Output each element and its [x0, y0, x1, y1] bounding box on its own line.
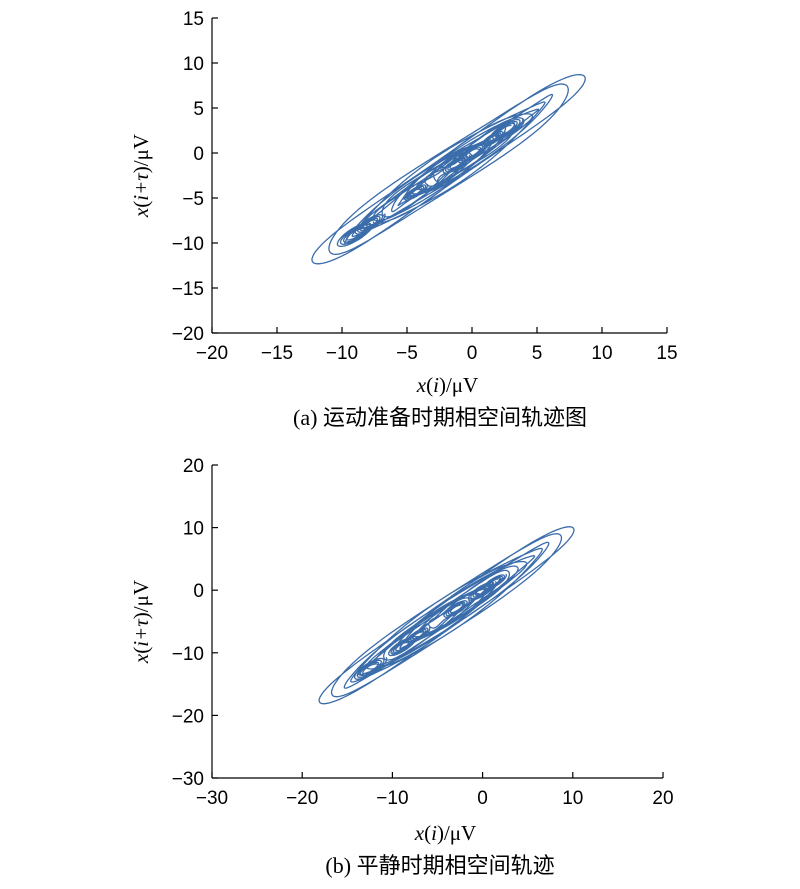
pb-y-tick-label: −30 [172, 769, 204, 790]
pb-y-axis-label: x(i+τ)/μV [129, 580, 153, 664]
pb-y-tick-label: −10 [172, 644, 204, 665]
pa-x-tick-label: 10 [591, 343, 612, 364]
pa-x-tick-label: 15 [656, 343, 677, 364]
pa-y-tick-label: −10 [172, 234, 204, 255]
pb-y-tick-label: −20 [172, 706, 204, 727]
pa-y-tick-label: −15 [172, 279, 204, 300]
pa-y-tick-label: −20 [172, 324, 204, 345]
pa-x-tick-label: −10 [326, 343, 358, 364]
pa-x-tick-label: 5 [532, 343, 543, 364]
panel-a: (a) 运动准备时期相空间轨迹图 −20 −15 −10 −5 0 5 10 15 −20 −15… [129, 9, 678, 430]
pb-x-axis-label: x(i)/μV [414, 821, 476, 845]
pb-x-tick-label: −30 [196, 788, 228, 809]
pa-x-tick-label: −20 [196, 343, 228, 364]
caption-b: (b) 平静时期相空间轨迹 [325, 853, 554, 878]
pb-x-tick-label: −10 [376, 788, 408, 809]
pb-x-tick-label: 10 [562, 788, 583, 809]
pa-x-tick-label: 0 [467, 343, 478, 364]
pa-trajectory-line [311, 73, 586, 265]
pb-x-tick-label: −20 [286, 788, 318, 809]
pa-y-tick-label: 5 [193, 99, 204, 120]
pb-trajectory-line [318, 526, 575, 705]
pa-y-axis-label: x(i+τ)/μV [129, 134, 153, 218]
pb-x-tick-label: 0 [477, 788, 488, 809]
caption-a: (a) 运动准备时期相空间轨迹图 [293, 405, 587, 430]
pa-x-axis-label: x(i)/μV [416, 373, 478, 397]
pb-y-tick-label: 10 [183, 519, 204, 540]
pa-y-tick-label: 15 [183, 9, 204, 30]
panel-b: (b) 平静时期相空间轨迹 −30 −20 −10 0 10 20 −30 −20 −10 0 10… [129, 456, 674, 878]
pa-x-tick-label: −15 [261, 343, 293, 364]
pa-y-tick-label: 10 [183, 54, 204, 75]
pa-x-tick-label: −5 [396, 343, 418, 364]
pb-y-tick-label: 0 [193, 581, 204, 602]
pa-y-tick-label: 0 [193, 144, 204, 165]
pb-y-tick-label: 20 [183, 456, 204, 477]
pa-y-tick-label: −5 [182, 189, 204, 210]
pb-x-tick-label: 20 [652, 788, 673, 809]
